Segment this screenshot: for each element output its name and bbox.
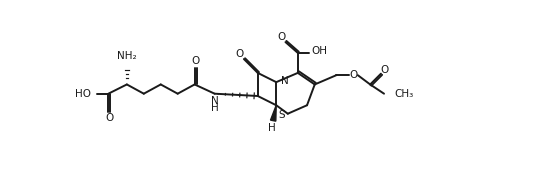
Text: NH₂: NH₂ [117,51,136,61]
Text: H: H [268,123,276,132]
Text: N: N [211,96,219,106]
Text: O: O [277,32,286,42]
Text: O: O [235,49,243,59]
Text: O: O [349,70,357,80]
Text: O: O [191,56,199,66]
Text: O: O [381,65,389,75]
Polygon shape [271,105,276,121]
Text: CH₃: CH₃ [394,89,413,99]
Text: H: H [211,103,219,113]
Text: OH: OH [312,46,328,56]
Text: S: S [278,110,285,120]
Text: HO: HO [75,89,90,99]
Text: O: O [105,113,113,123]
Text: N: N [281,76,289,86]
